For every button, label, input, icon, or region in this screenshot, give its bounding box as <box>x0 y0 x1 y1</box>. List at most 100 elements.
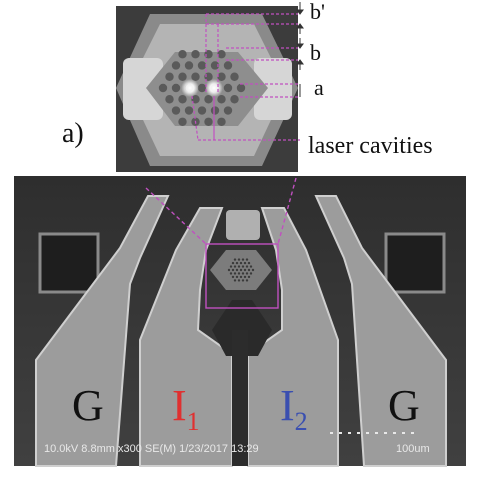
pad-g-left <box>35 195 170 467</box>
scale-tick <box>357 432 360 434</box>
scale-tick <box>366 432 369 434</box>
sem-hole <box>235 261 239 265</box>
pad-label-subscript: 2 <box>295 407 308 436</box>
pad-label-1: G <box>72 381 104 430</box>
pc-hole <box>184 106 194 115</box>
sem-hole <box>233 265 237 268</box>
pc-hole <box>184 61 194 70</box>
pc-hole <box>210 106 220 115</box>
scale-tick <box>375 432 378 434</box>
pad-label-4: G <box>388 381 420 430</box>
sem-hole <box>239 268 243 272</box>
sem-hole <box>233 272 237 275</box>
scale-tick <box>384 432 387 434</box>
pc-hole <box>236 83 246 93</box>
sem-hole <box>235 275 239 279</box>
laser-cavities-callout: laser cavities <box>308 133 433 159</box>
pc-hole <box>223 61 233 70</box>
scale-tick <box>393 432 396 434</box>
inset-micrograph <box>116 6 298 172</box>
pc-hole <box>204 117 213 126</box>
pc-hole <box>210 61 220 70</box>
sem-hole <box>241 272 245 275</box>
sem-hole <box>231 275 235 279</box>
laser-spot-1 <box>181 79 199 97</box>
sem-hole <box>233 279 237 282</box>
sem-hole <box>245 258 249 261</box>
sem-hole <box>229 265 233 268</box>
scale-tick <box>339 432 342 434</box>
pc-hole <box>165 95 174 104</box>
pad-g-right <box>314 195 447 467</box>
sem-hole <box>241 279 245 282</box>
pc-hole <box>191 72 200 81</box>
dim-label-b-prime: b' <box>310 0 325 24</box>
laser-spot-2 <box>205 79 223 97</box>
pc-hole <box>223 83 233 93</box>
pc-hole <box>171 83 181 93</box>
pc-hole <box>158 83 168 93</box>
pc-hole <box>197 61 207 70</box>
scale-tick <box>348 432 351 434</box>
pc-hole <box>197 83 207 93</box>
pc-hole <box>217 72 226 81</box>
zoom-indicator <box>145 177 297 309</box>
panel-label: a) <box>62 118 84 149</box>
pc-hole <box>191 95 200 104</box>
sem-hole <box>245 279 249 282</box>
dim-label-a: a <box>314 75 324 100</box>
pad-i2 <box>247 207 339 467</box>
sem-hole <box>239 275 243 279</box>
scale-tick <box>330 432 333 434</box>
dim-label-b: b <box>310 40 321 65</box>
pc-hole <box>171 106 181 115</box>
pc-hole <box>171 61 181 70</box>
sem-hole <box>251 268 255 272</box>
sem-hole <box>237 272 241 275</box>
sem-hole <box>231 268 235 272</box>
pc-hole <box>204 95 213 104</box>
pc-hole <box>165 72 174 81</box>
pc-hole <box>197 106 207 115</box>
sem-hole <box>247 275 251 279</box>
sem-hole <box>243 268 247 272</box>
pc-hole <box>178 72 187 81</box>
sem-hole <box>237 265 241 268</box>
pc-hole <box>178 117 187 126</box>
pc-hole <box>217 95 226 104</box>
sem-hole <box>247 261 251 265</box>
inset-right-pad <box>254 58 292 120</box>
sem-hole <box>235 268 239 272</box>
sem-info-bar: 10.0kV 8.8mm x300 SE(M) 1/23/2017 13:29 <box>44 443 259 455</box>
scale-tick <box>402 432 405 434</box>
pc-hole <box>230 72 239 81</box>
sem-hole <box>239 261 243 265</box>
sem-hole <box>231 261 235 265</box>
pc-hole <box>191 50 200 59</box>
inset-left-pad <box>123 58 163 120</box>
pad-label-subscript: 1 <box>187 407 200 436</box>
dimension-arrows <box>296 2 304 97</box>
scale-tick <box>411 432 414 434</box>
sem-hole <box>241 258 245 261</box>
sem-hole <box>241 265 245 268</box>
scale-bar-label: 100um <box>396 443 430 455</box>
sem-hole <box>229 272 233 275</box>
pc-hole <box>230 95 239 104</box>
sem-hole <box>237 258 241 261</box>
sem-hole <box>249 272 253 275</box>
pc-hole <box>217 117 226 126</box>
pc-hole <box>178 50 187 59</box>
sem-hole <box>233 258 237 261</box>
sem-hole <box>227 268 231 272</box>
inset-dimension-guides <box>191 13 300 141</box>
sem-hole <box>245 265 249 268</box>
pc-hole <box>223 106 233 115</box>
pc-hole <box>217 50 226 59</box>
sem-hole <box>247 268 251 272</box>
scale-bar: 100um <box>330 432 430 455</box>
sem-hole <box>249 265 253 268</box>
pc-hole <box>178 95 187 104</box>
sem-hole <box>243 275 247 279</box>
